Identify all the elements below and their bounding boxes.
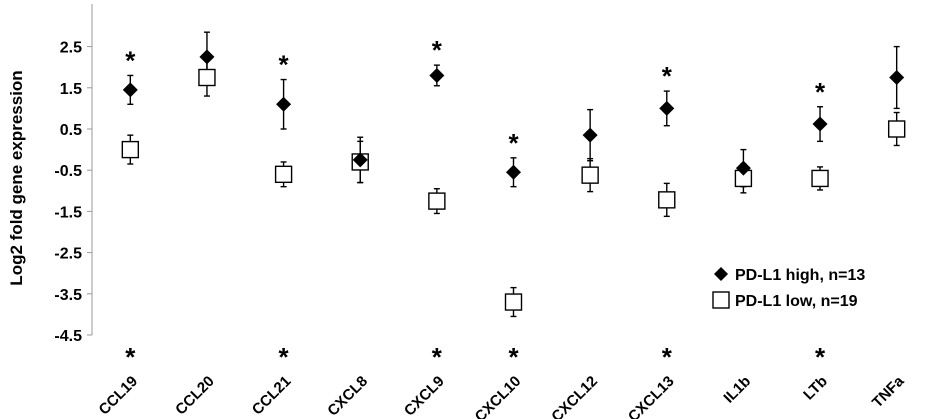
marker-high-cxcl10 <box>506 164 521 180</box>
star-top-cxcl10: * <box>508 128 519 158</box>
marker-low-cxcl9 <box>428 192 446 210</box>
y-axis-title: Log2 fold gene expression <box>7 70 26 285</box>
marker-high-ccl20 <box>199 49 215 65</box>
marker-low-cxcl13 <box>658 191 676 209</box>
x-tick-label-cxcl10: CXCL10 <box>472 373 525 419</box>
y-axis: 2.5 1.5 0.5 -0.5 -1.5 -2.5 -3.5 -4.5 <box>54 4 93 345</box>
marker-low-ccl21 <box>274 165 293 184</box>
y-tick-label: -0.5 <box>54 163 82 180</box>
marker-low-cxcl10 <box>504 293 523 311</box>
star-top-cxcl9: * <box>432 35 443 65</box>
y-tick-label: -1.5 <box>54 204 82 221</box>
marker-low-ccl19 <box>121 140 140 159</box>
legend-label-low: PD-L1 low, n=19 <box>735 293 858 310</box>
legend-marker-low <box>712 291 730 309</box>
legend-label-high: PD-L1 high, n=13 <box>735 267 865 284</box>
y-tick-label: 2.5 <box>60 40 82 57</box>
star-bottom-cxcl10: * <box>508 342 519 372</box>
marker-high-cxcl9 <box>429 67 445 83</box>
legend-marker-high <box>714 267 728 281</box>
star-top-ltb: * <box>815 77 826 107</box>
x-axis: CCL19 CCL20 CCL21 CXCL8 CXCL9 CXCL10 CXCL12 CXC… <box>96 372 908 419</box>
x-tick-label-ccl19: CCL19 <box>96 373 142 419</box>
star-bottom-cxcl9: * <box>432 342 443 372</box>
star-bottom-ccl19: * <box>125 342 136 372</box>
x-tick-label-ccl20: CCL20 <box>172 373 218 419</box>
significance-stars: * * * * * * * * * * * * <box>125 35 826 372</box>
marker-low-tnfa <box>887 120 906 138</box>
y-tick-label: 1.5 <box>60 81 82 98</box>
y-tick-label: 0.5 <box>60 122 82 139</box>
data-markers <box>121 49 906 311</box>
star-bottom-ccl21: * <box>279 342 290 372</box>
marker-high-il1b <box>735 160 751 176</box>
star-top-ccl21: * <box>279 50 290 80</box>
marker-low-cxcl12 <box>581 166 599 184</box>
star-bottom-cxcl13: * <box>662 342 673 372</box>
legend: PD-L1 high, n=13 PD-L1 low, n=19 <box>712 267 865 310</box>
marker-high-ccl21 <box>276 96 292 112</box>
x-tick-label-ccl21: CCL21 <box>249 373 295 419</box>
y-tick-label: -2.5 <box>54 246 82 263</box>
marker-high-tnfa <box>889 70 905 85</box>
marker-low-ccl20 <box>198 68 216 87</box>
marker-high-cxcl13 <box>659 100 675 116</box>
x-tick-label-ltb: LTb <box>800 373 831 404</box>
y-tick-label: -3.5 <box>54 287 82 304</box>
marker-low-ltb <box>811 169 829 188</box>
star-top-ccl19: * <box>125 45 136 75</box>
x-tick-label-tnfa: TNFa <box>869 372 908 411</box>
y-tick-label: -4.5 <box>54 328 82 345</box>
x-tick-label-cxcl13: CXCL13 <box>625 373 678 419</box>
x-tick-label-il1b: IL1b <box>720 373 754 407</box>
marker-high-ccl19 <box>122 82 138 98</box>
x-tick-label-cxcl12: CXCL12 <box>548 373 601 419</box>
star-top-cxcl13: * <box>662 61 673 91</box>
marker-high-cxcl8 <box>352 152 368 168</box>
marker-high-ltb <box>812 116 828 132</box>
x-tick-label-cxcl8: CXCL8 <box>324 373 371 419</box>
x-tick-label-cxcl9: CXCL9 <box>401 373 448 419</box>
star-bottom-ltb: * <box>815 342 826 372</box>
marker-high-cxcl12 <box>582 127 598 143</box>
